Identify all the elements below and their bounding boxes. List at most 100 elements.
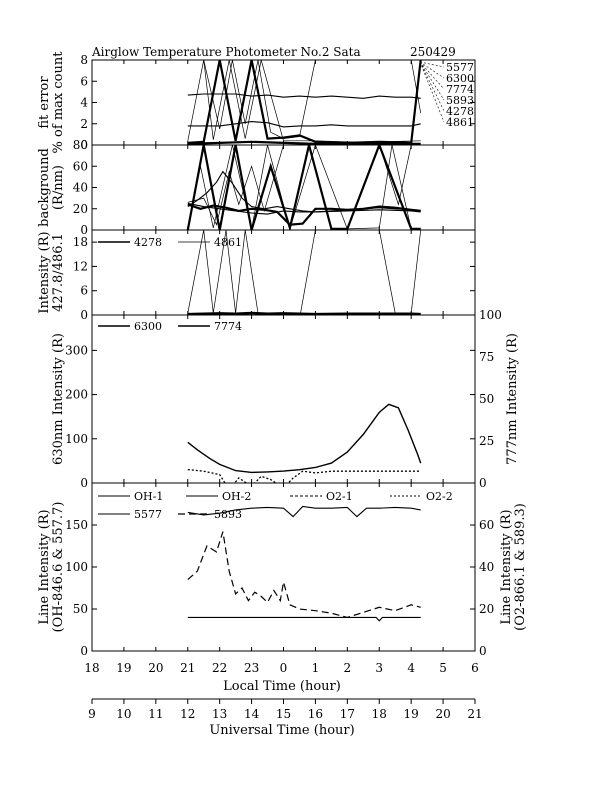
- y-tick-label: 8: [80, 53, 88, 67]
- y-axis-label-right: 777nm Intensity (R): [505, 333, 520, 465]
- y-tick-label: 6: [80, 284, 88, 298]
- legend-label-4278: 4278: [134, 236, 162, 249]
- y-tick-label: 150: [65, 518, 88, 532]
- panel-background: 0 20 40 60 80 background (R/nm): [37, 138, 476, 237]
- x-tick-label-ut: 19: [404, 707, 419, 721]
- legend-label-5577: 5577: [134, 508, 162, 521]
- x-tick-label-local: 20: [148, 661, 163, 675]
- legend-label-6300: 6300: [134, 320, 162, 333]
- y-tick-label-right: 25: [479, 434, 494, 448]
- x-tick-label-ut: 12: [180, 707, 195, 721]
- y-tick-label: 0: [80, 476, 88, 490]
- x-tick-label-ut: 21: [467, 707, 482, 721]
- y-axis-label: Intensity (R): [37, 231, 52, 313]
- series-line-4861: [187, 145, 421, 230]
- y-tick-label-right: 20: [479, 602, 494, 616]
- y-tick-label: 50: [73, 602, 88, 616]
- y-tick-label-right: 50: [479, 392, 494, 406]
- y-tick-label-right: 100: [479, 308, 502, 322]
- y-tick-label: 18: [73, 235, 88, 249]
- y-tick-label: 0: [80, 308, 88, 322]
- legend-leader-line: [419, 61, 445, 68]
- x-tick-label-ut: 9: [88, 707, 96, 721]
- y-axis-label: (OH-846.6 & 557.7): [51, 502, 66, 633]
- x-axis-label-local: Local Time (hour): [223, 679, 341, 694]
- y-axis-label-right: Line Intensity (R): [499, 509, 514, 624]
- y-tick-label: 2: [80, 117, 88, 131]
- y-tick-label: 0: [80, 138, 88, 152]
- series-line-5893: [187, 60, 422, 139]
- legend-label-OH-1: OH-1: [134, 490, 163, 503]
- y-tick-label-right: 0: [479, 644, 487, 658]
- series-line-4278: [187, 60, 422, 145]
- y-tick-label: 0: [80, 644, 88, 658]
- x-tick-label-ut: 15: [276, 707, 291, 721]
- x-tick-label-ut: 13: [212, 707, 227, 721]
- x-tick-label-local: 6: [471, 661, 479, 675]
- y-axis-label: Line Intensity (R): [37, 509, 52, 624]
- legend-leader-line: [419, 61, 445, 101]
- y-tick-label-right: 40: [479, 560, 494, 574]
- x-axis-label-ut: Universal Time (hour): [209, 723, 354, 738]
- y-tick-label: 12: [73, 259, 88, 273]
- y-tick-label-right: 0: [479, 476, 487, 490]
- x-tick-label-local: 22: [212, 661, 227, 675]
- panel-frame: [91, 314, 476, 484]
- x-tick-label-local: 1: [312, 661, 320, 675]
- y-axis-label: % of max count: [51, 51, 66, 154]
- legend-label-5893: 5893: [214, 508, 242, 521]
- x-tick-label-local: 0: [280, 661, 288, 675]
- y-axis-label: 427.8/486.1: [51, 233, 66, 312]
- series-line-6300: [187, 403, 422, 474]
- x-tick-label-ut: 18: [372, 707, 387, 721]
- legend-leader-line: [419, 61, 445, 79]
- y-tick-label: 0: [80, 223, 88, 237]
- figure-title: Airglow Temperature Photometer No.2 Sata: [91, 45, 361, 59]
- series-line-4861: [187, 230, 422, 315]
- x-tick-label-local: 21: [180, 661, 195, 675]
- y-tick-label: 200: [65, 388, 88, 402]
- legend-label-7774: 7774: [446, 83, 474, 96]
- x-tick-label-local: 2: [344, 661, 352, 675]
- panel-intensity_4278_4861: 0 6 12 18 Intensity (R) 427.8/486.1: [37, 229, 476, 322]
- x-tick-label-local: 19: [116, 661, 131, 675]
- series-line-5577: [187, 93, 421, 99]
- series-line-4278: [187, 311, 421, 315]
- legend-label-5577: 5577: [446, 61, 474, 74]
- y-tick-label: 60: [73, 159, 88, 173]
- x-tick-label-local: 18: [84, 661, 99, 675]
- y-tick-label-right: 75: [479, 350, 494, 364]
- x-tick-label-local: 3: [375, 661, 383, 675]
- x-tick-label-ut: 11: [148, 707, 163, 721]
- legend-label-5893: 5893: [446, 94, 474, 107]
- legend-label-4861: 4861: [446, 116, 474, 129]
- series-line-5893: [187, 145, 421, 226]
- y-tick-label: 6: [80, 74, 88, 88]
- series-line-5893: [187, 531, 421, 619]
- y-axis-label: 630nm Intensity (R): [51, 333, 66, 465]
- x-tick-label-local: 23: [244, 661, 259, 675]
- series-line-6300: [187, 121, 421, 128]
- series-line-OH-1: [187, 505, 421, 518]
- x-tick-label-local: 4: [407, 661, 415, 675]
- y-axis-label: background: [37, 148, 52, 227]
- legend-label-OH-2: OH-2: [222, 490, 251, 503]
- x-tick-label-ut: 10: [116, 707, 131, 721]
- y-tick-label: 40: [73, 181, 88, 195]
- panel-fit_error: 0 2 4 6 8 fit error% of max count: [37, 51, 476, 154]
- legend-leader-line: [419, 61, 445, 123]
- legend-label-7774: 7774: [214, 320, 242, 333]
- panel-frame: [91, 59, 476, 146]
- legend-label-4861: 4861: [214, 236, 242, 249]
- legend-label-O2-2: O2-2: [426, 490, 453, 503]
- legend-leader-line: [419, 61, 445, 112]
- legend-label-O2-1: O2-1: [326, 490, 353, 503]
- series-line-7774: [187, 468, 421, 483]
- x-tick-label-ut: 16: [308, 707, 323, 721]
- y-axis-label: fit error: [37, 76, 52, 129]
- x-tick-label-local: 5: [439, 661, 447, 675]
